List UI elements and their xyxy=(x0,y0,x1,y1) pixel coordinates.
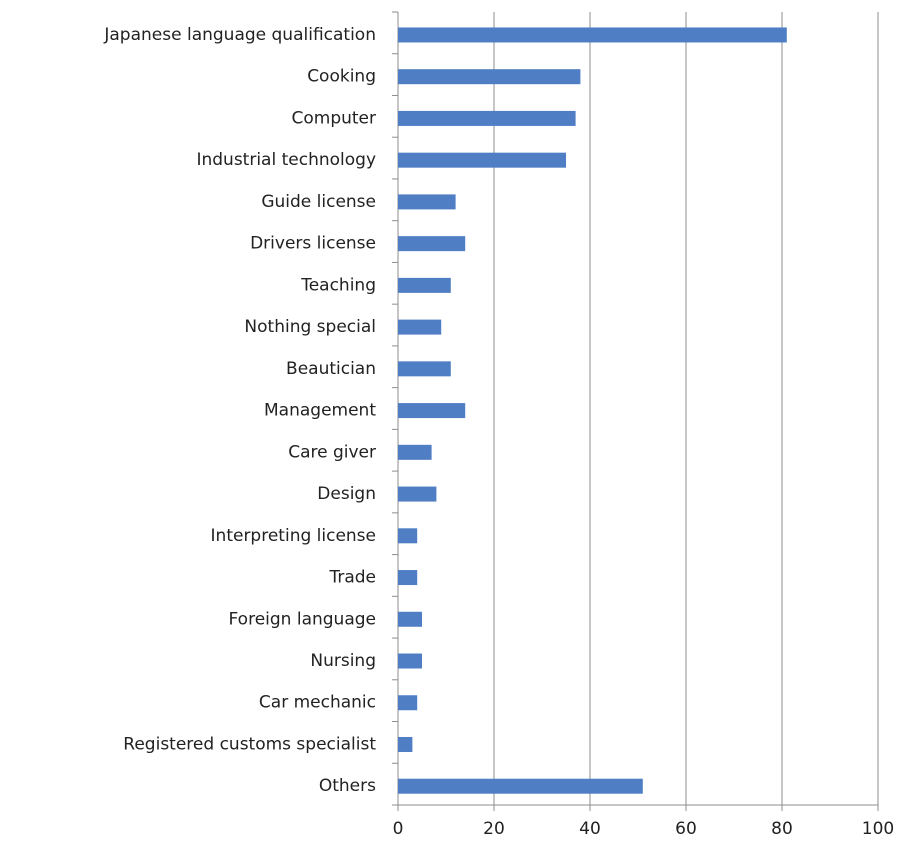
x-tick-label: 80 xyxy=(771,819,793,839)
x-tick-label: 0 xyxy=(393,819,404,839)
y-tick-label: Others xyxy=(319,776,376,796)
y-tick-label: Car mechanic xyxy=(259,693,376,713)
bar xyxy=(398,27,787,43)
bar xyxy=(398,403,466,419)
y-tick-label: Drivers license xyxy=(250,234,376,254)
bar xyxy=(398,570,418,586)
y-tick-label: Foreign language xyxy=(229,609,377,629)
x-tick-label: 100 xyxy=(862,819,894,839)
bar xyxy=(398,736,413,752)
y-tick-label: Cooking xyxy=(307,67,376,87)
bar xyxy=(398,69,581,85)
y-tick-label: Teaching xyxy=(300,275,376,295)
bar xyxy=(398,778,643,794)
bar xyxy=(398,110,576,126)
x-tick-label: 40 xyxy=(579,819,601,839)
y-tick-label: Design xyxy=(317,484,376,504)
y-tick-label: Computer xyxy=(291,108,376,128)
x-tick-label: 20 xyxy=(483,819,505,839)
x-tick-label: 60 xyxy=(675,819,697,839)
bar xyxy=(398,528,418,544)
bar xyxy=(398,695,418,711)
y-tick-label: Nursing xyxy=(310,651,376,671)
bar xyxy=(398,194,456,210)
bar xyxy=(398,152,566,168)
y-tick-label: Management xyxy=(264,401,376,421)
bar xyxy=(398,319,442,335)
y-tick-label: Trade xyxy=(328,568,376,588)
y-tick-label: Registered customs specialist xyxy=(123,734,376,754)
bar xyxy=(398,361,451,377)
bar xyxy=(398,653,422,669)
bar xyxy=(398,277,451,293)
y-tick-label: Nothing special xyxy=(244,317,376,337)
y-tick-label: Japanese language qualification xyxy=(103,25,376,45)
y-tick-label: Beautician xyxy=(286,359,376,379)
y-tick-label: Guide license xyxy=(261,192,376,212)
bar xyxy=(398,444,432,460)
y-tick-label: Interpreting license xyxy=(211,526,376,546)
bar xyxy=(398,486,437,502)
bar xyxy=(398,236,466,252)
y-tick-label: Industrial technology xyxy=(196,150,376,170)
bar xyxy=(398,611,422,627)
y-tick-label: Care giver xyxy=(288,442,376,462)
